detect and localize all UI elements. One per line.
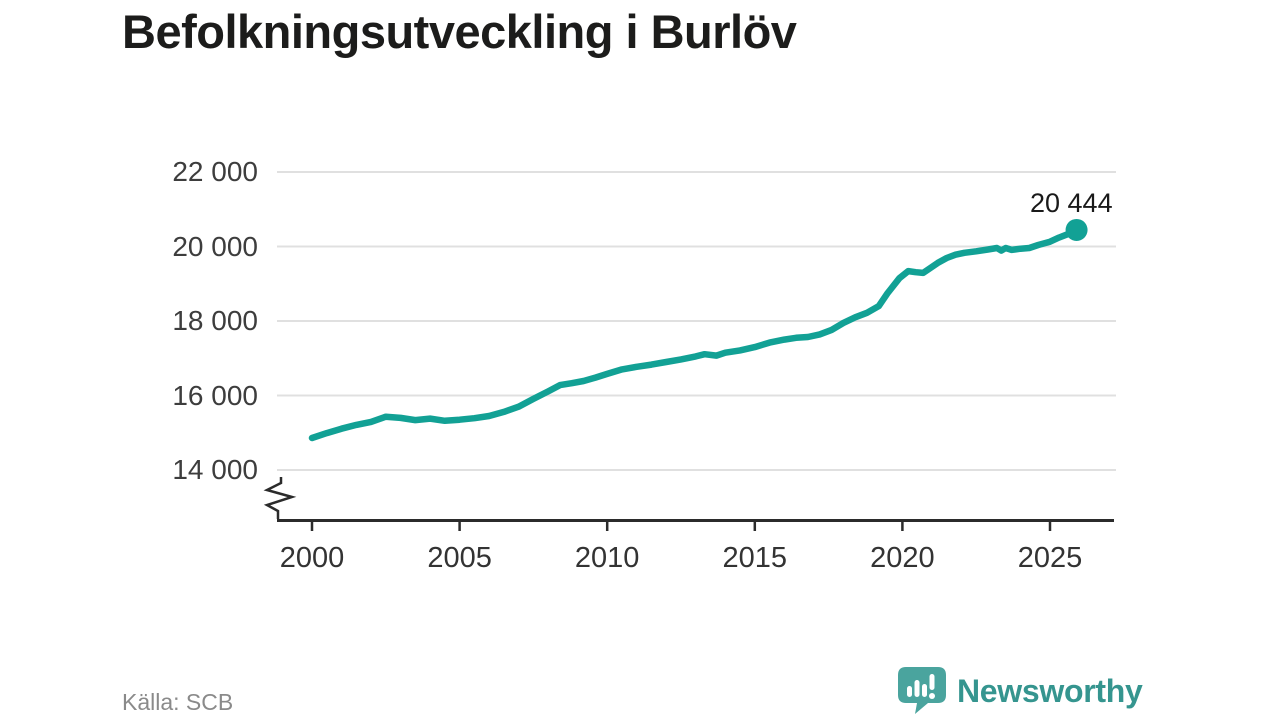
x-axis-label: 2000 — [279, 542, 345, 574]
y-axis-label: 20 000 — [172, 230, 258, 262]
x-axis-label: 2025 — [1017, 542, 1083, 574]
x-axis-label: 2010 — [574, 542, 640, 574]
y-axis-label: 18 000 — [172, 305, 258, 336]
population-series-line — [308, 226, 1080, 442]
chart-title: Befolkningsutveckling i Burlöv — [122, 5, 797, 58]
y-axis-label: 22 000 — [172, 156, 258, 187]
x-axis-label: 2005 — [427, 542, 492, 574]
end-value-label: 20 444 — [1030, 188, 1113, 218]
y-axis-label: 16 000 — [172, 379, 258, 411]
y-axis-break-icon — [263, 477, 297, 519]
y-axis-label: 14 000 — [172, 454, 258, 485]
newsworthy-logo: Newsworthy — [898, 667, 1143, 715]
x-axis-label: 2020 — [870, 542, 935, 574]
x-axis-label: 2015 — [722, 542, 788, 574]
newsworthy-wordmark: Newsworthy — [957, 672, 1143, 709]
series-end-dot — [1065, 218, 1088, 241]
source-label: Källa: SCB — [122, 689, 234, 715]
bar-chart-speech-bubble-icon — [898, 667, 946, 714]
